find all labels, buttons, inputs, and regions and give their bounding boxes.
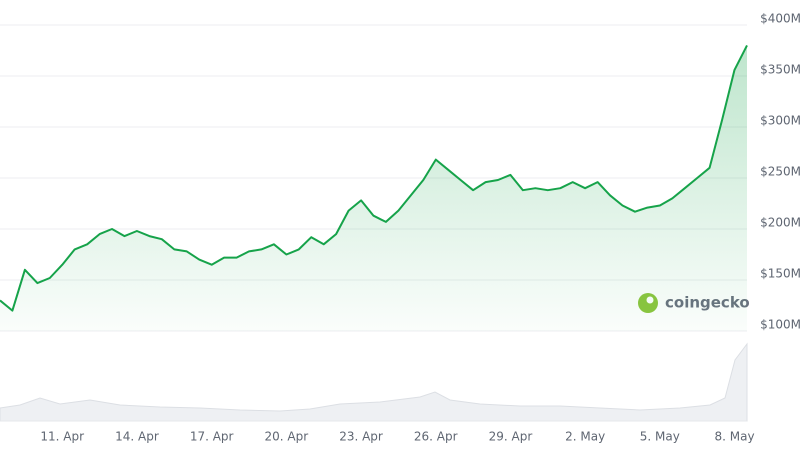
x-tick-label: 14. Apr [115,430,159,444]
y-tick-label: $400M [760,12,801,26]
x-tick-label: 5. May [640,430,680,444]
y-tick-label: $350M [760,63,801,77]
y-tick-label: $250M [760,165,801,179]
x-tick-label: 20. Apr [265,430,309,444]
x-tick-label: 17. Apr [190,430,234,444]
y-tick-label: $300M [760,114,801,128]
x-tick-label: 2. May [565,430,605,444]
volume-area [0,342,748,422]
y-tick-label: $150M [760,267,801,281]
x-tick-label: 8. May [715,430,755,444]
x-tick-label: 11. Apr [40,430,84,444]
y-tick-label: $200M [760,216,801,230]
x-tick-label: 26. Apr [414,430,458,444]
y-tick-label: $100M [760,318,801,332]
area-fill [0,45,747,332]
price-line [0,44,748,312]
x-tick-label: 29. Apr [489,430,533,444]
x-tick-label: 23. Apr [339,430,383,444]
